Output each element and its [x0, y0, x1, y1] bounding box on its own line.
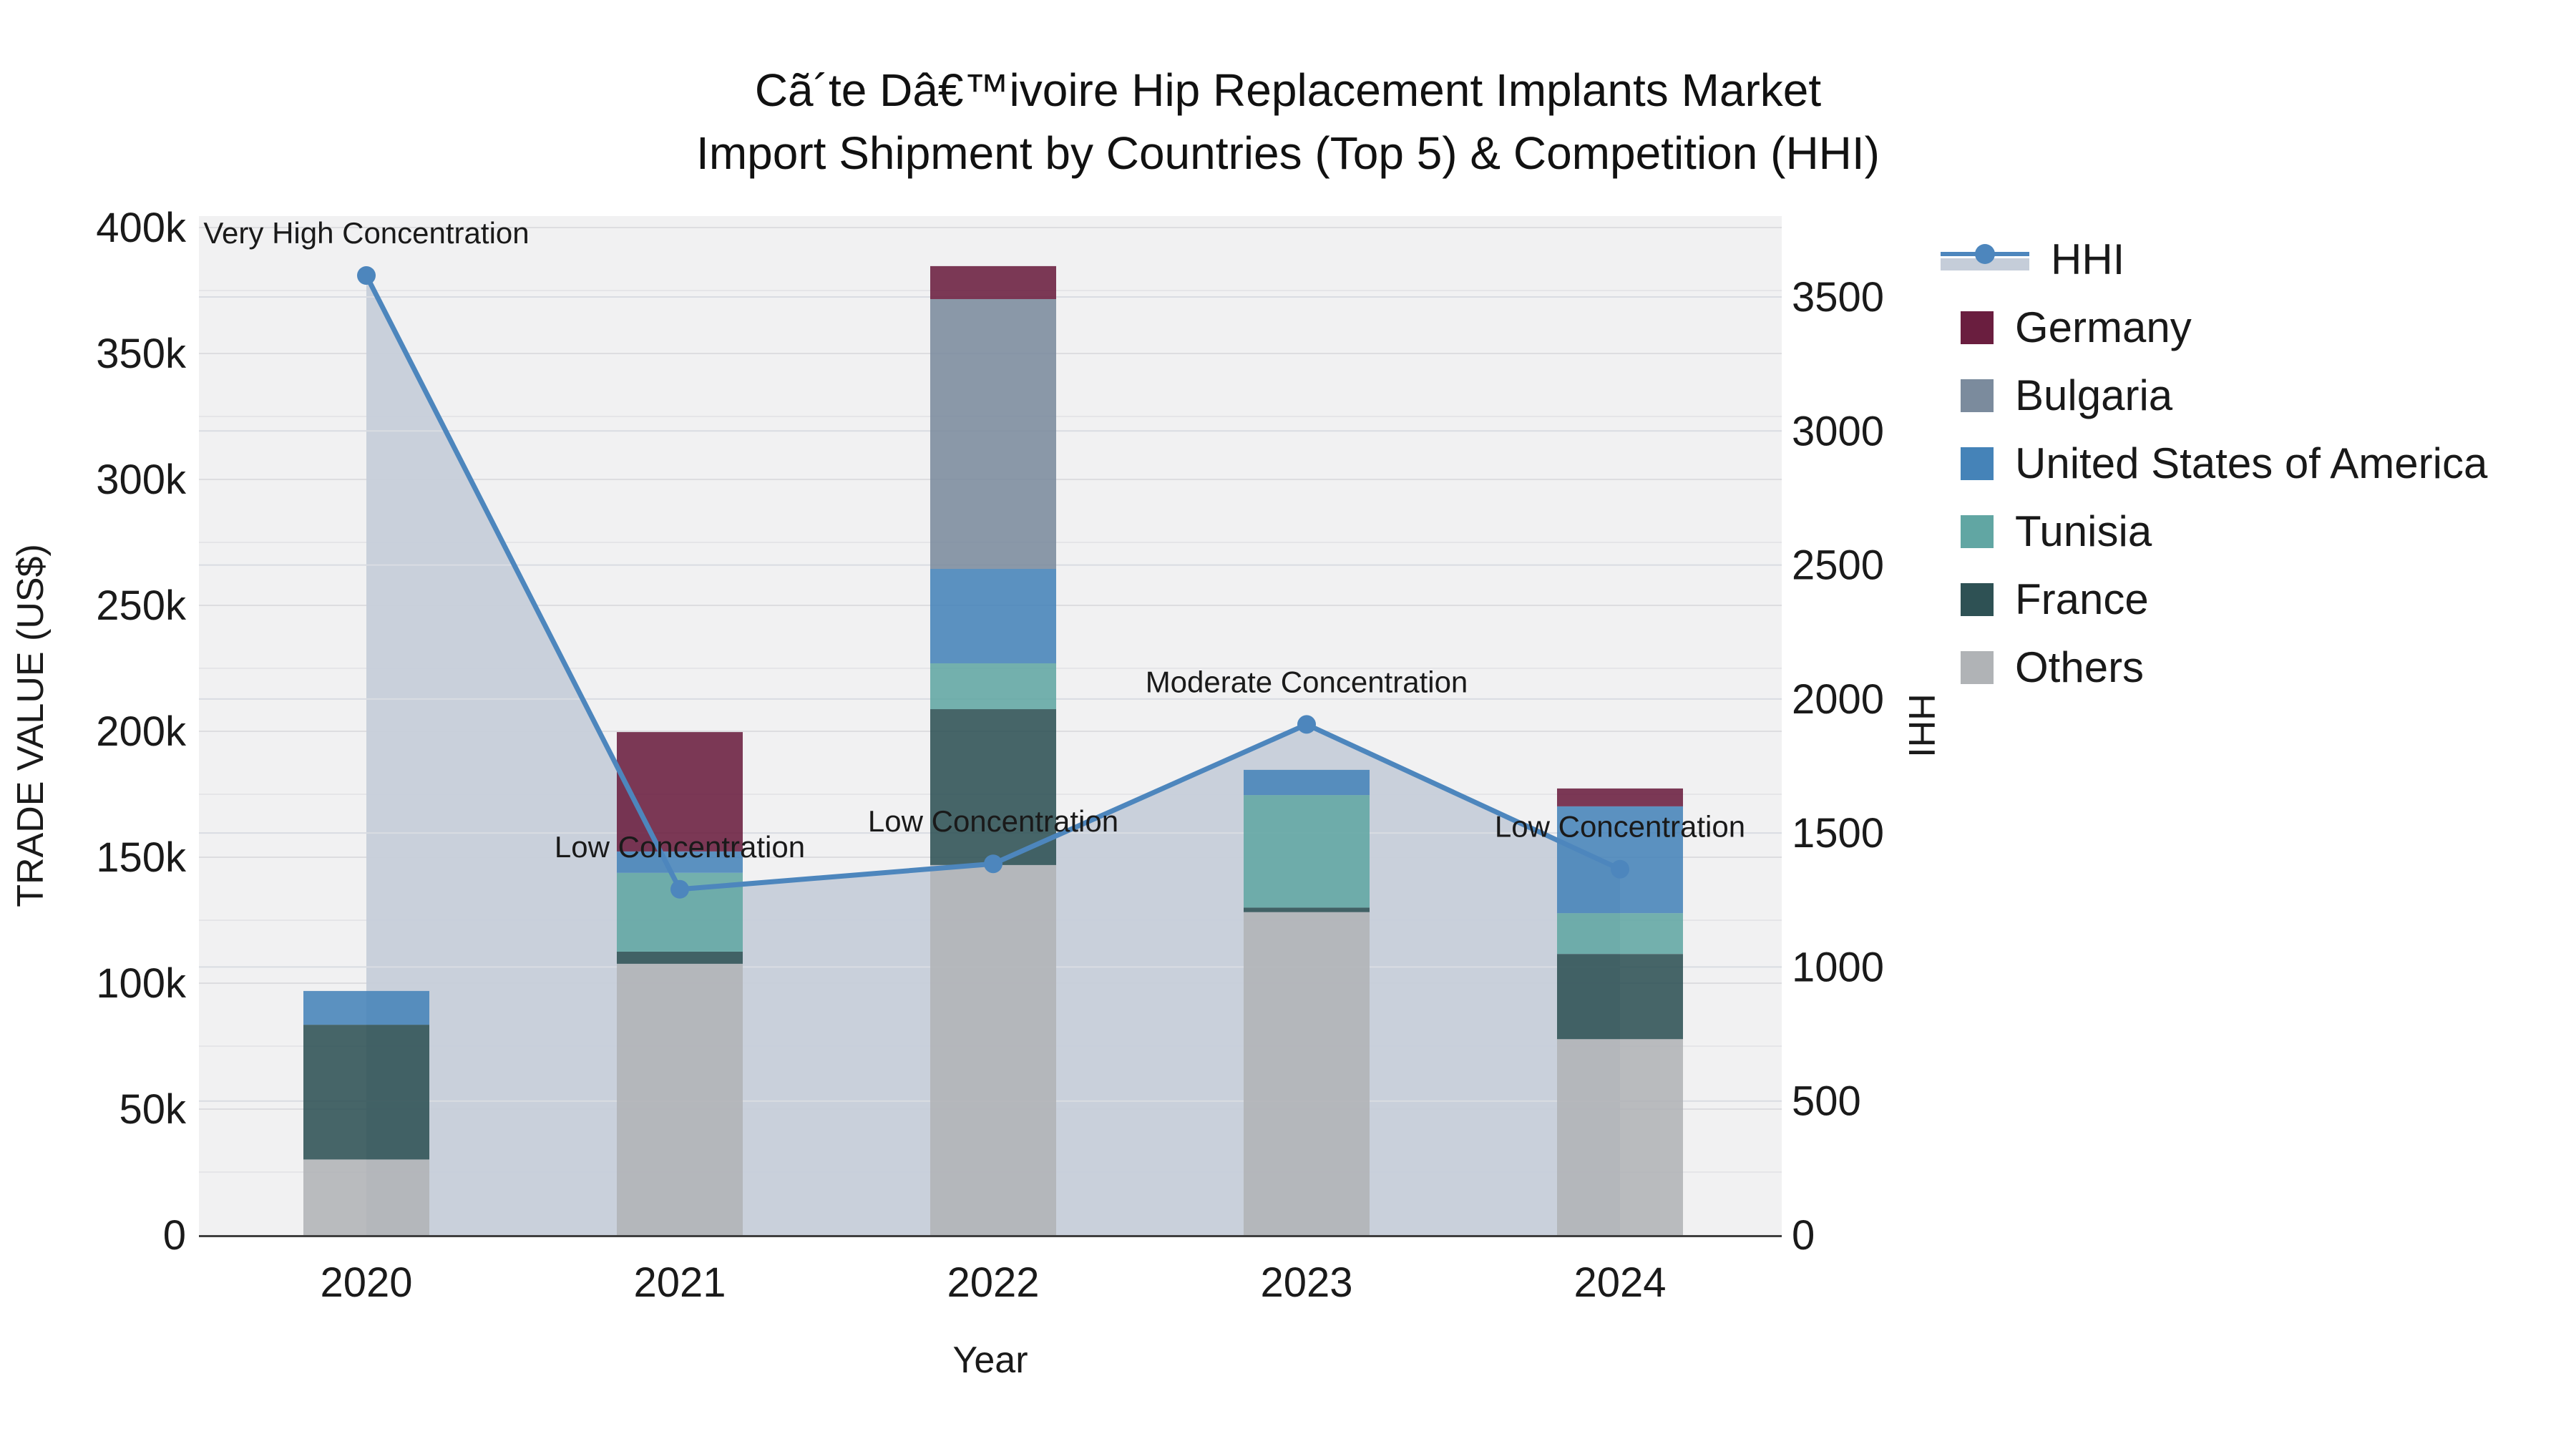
annotation-2023: Moderate Concentration: [1146, 665, 1468, 698]
annotation-2021: Low Concentration: [555, 830, 805, 864]
bar-segment-others-2020[interactable]: [303, 1159, 429, 1235]
bar-segment-france-2023[interactable]: [1244, 907, 1370, 912]
y-right-tick-label: 2500: [1792, 542, 1884, 589]
annotation-2024: Low Concentration: [1495, 810, 1745, 844]
chart-title-line1: Cã´te Dâ€™ivoire Hip Replacement Implant…: [754, 64, 1822, 116]
legend-swatch-bulgaria-icon: [1961, 379, 1994, 412]
y-right-tick-label: 2000: [1792, 676, 1884, 723]
bar-segment-others-2024[interactable]: [1557, 1039, 1683, 1235]
hhi-legend-sample-icon: [1941, 241, 2029, 278]
bar-segment-tunisia-2022[interactable]: [930, 663, 1056, 710]
bar-segment-germany-2022[interactable]: [930, 265, 1056, 299]
legend-item-label: Bulgaria: [2015, 371, 2173, 419]
hhi-marker-2020[interactable]: [357, 266, 376, 285]
bar-segment-germany-2024[interactable]: [1557, 788, 1683, 806]
bar-segment-others-2023[interactable]: [1244, 912, 1370, 1235]
hhi-marker-2024[interactable]: [1611, 859, 1629, 879]
y-right-tick-label: 3000: [1792, 408, 1884, 454]
x-tick-label-2020: 2020: [320, 1259, 412, 1306]
legend-item-france[interactable]: France: [1941, 565, 2487, 633]
legend-item-label: United States of America: [2015, 439, 2488, 487]
x-axis-title: Year: [952, 1340, 1028, 1381]
legend-item-label: Germany: [2015, 303, 2192, 351]
y-right-tick-label: 1500: [1792, 810, 1884, 857]
legend-item-tunisia[interactable]: Tunisia: [1941, 497, 2487, 565]
x-tick-label-2024: 2024: [1574, 1259, 1666, 1306]
chart-title: Cã´te Dâ€™ivoire Hip Replacement Implant…: [0, 59, 2576, 185]
y-right-tick-label: 3500: [1792, 274, 1884, 321]
y-left-tick-label: 100k: [96, 960, 187, 1007]
bar-segment-tunisia-2023[interactable]: [1244, 795, 1370, 908]
y-left-tick-label: 150k: [96, 834, 187, 881]
x-tick-label-2023: 2023: [1260, 1259, 1352, 1306]
y-left-tick-label: 50k: [119, 1086, 187, 1133]
legend-swatch-others-icon: [1961, 650, 1994, 684]
legend-swatch-france-icon: [1961, 582, 1994, 616]
bar-segment-united-states-of-america-2022[interactable]: [930, 569, 1056, 663]
y-right-tick-label: 500: [1792, 1078, 1861, 1125]
y-left-tick-label: 200k: [96, 708, 187, 755]
legend-item-others[interactable]: Others: [1941, 633, 2487, 701]
bar-segment-germany-2021[interactable]: [617, 732, 743, 852]
y-right-tick-label: 0: [1792, 1212, 1815, 1259]
bar-segment-france-2022[interactable]: [930, 709, 1056, 865]
legend: HHI Germany Bulgaria United States of Ameri…: [1941, 225, 2487, 701]
bar-segment-united-states-of-america-2020[interactable]: [303, 990, 429, 1025]
bar-segment-others-2022[interactable]: [930, 864, 1056, 1235]
y-right-axis-title: HHI: [1901, 693, 1942, 758]
bar-segment-others-2021[interactable]: [617, 963, 743, 1235]
legend-item-germany[interactable]: Germany: [1941, 293, 2487, 361]
bar-segment-france-2024[interactable]: [1557, 954, 1683, 1040]
legend-item-label: Tunisia: [2015, 507, 2152, 555]
bar-segment-france-2021[interactable]: [617, 952, 743, 964]
hhi-marker-2023[interactable]: [1297, 715, 1316, 734]
y-left-tick-label: 300k: [96, 457, 187, 503]
chart-title-line2: Import Shipment by Countries (Top 5) & C…: [696, 127, 1880, 180]
x-tick-label-2022: 2022: [947, 1259, 1039, 1306]
annotation-2020: Very High Concentration: [203, 216, 529, 250]
hhi-marker-2021[interactable]: [670, 879, 689, 899]
legend-item-label: France: [2015, 575, 2149, 623]
y-left-tick-label: 400k: [96, 205, 187, 251]
y-right-tick-label: 1000: [1792, 944, 1884, 990]
legend-item-label: Others: [2015, 643, 2145, 691]
legend-item-hhi[interactable]: HHI: [1941, 225, 2487, 293]
hhi-marker-2022[interactable]: [984, 854, 1002, 874]
legend-swatch-tunisia-icon: [1961, 514, 1994, 548]
legend-item-bulgaria[interactable]: Bulgaria: [1941, 361, 2487, 429]
bar-segment-france-2020[interactable]: [303, 1025, 429, 1160]
bar-segment-bulgaria-2022[interactable]: [930, 299, 1056, 569]
bar-segment-tunisia-2024[interactable]: [1557, 913, 1683, 955]
legend-item-united-states-of-america[interactable]: United States of America: [1941, 429, 2487, 497]
bar-segment-united-states-of-america-2024[interactable]: [1557, 806, 1683, 914]
legend-swatch-germany-icon: [1961, 311, 1994, 344]
y-left-tick-label: 250k: [96, 582, 187, 629]
bar-segment-united-states-of-america-2021[interactable]: [617, 851, 743, 873]
legend-swatch-united-states-of-america-icon: [1961, 447, 1994, 480]
y-left-axis-title: TRADE VALUE (US$): [10, 544, 52, 907]
annotation-2022: Low Concentration: [868, 804, 1118, 838]
y-left-tick-label: 0: [163, 1212, 186, 1259]
y-left-tick-label: 350k: [96, 331, 187, 377]
legend-item-label: HHI: [2051, 235, 2125, 283]
x-tick-label-2021: 2021: [633, 1259, 726, 1306]
bar-segment-united-states-of-america-2023[interactable]: [1244, 769, 1370, 796]
